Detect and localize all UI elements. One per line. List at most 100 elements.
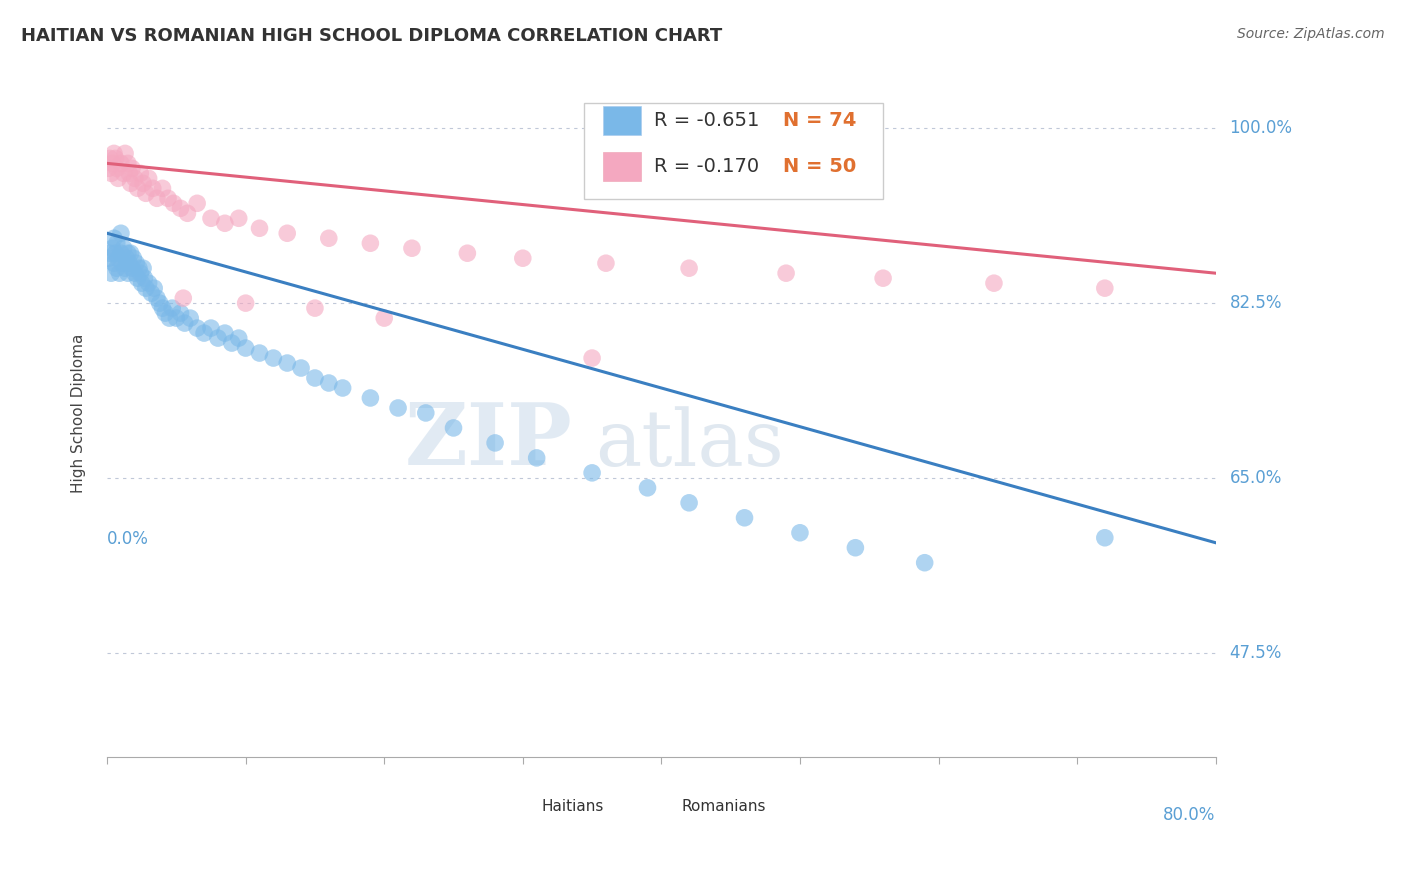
Point <box>138 171 160 186</box>
Point <box>200 211 222 226</box>
Point <box>105 161 128 176</box>
Point <box>789 525 811 540</box>
Point <box>152 301 174 315</box>
Point <box>143 281 166 295</box>
Point <box>318 231 340 245</box>
Point <box>131 276 153 290</box>
Text: R = -0.651: R = -0.651 <box>654 112 759 130</box>
Text: atlas: atlas <box>595 406 783 482</box>
Bar <box>651 796 675 817</box>
Point <box>121 161 143 176</box>
Point <box>235 296 257 310</box>
Point <box>107 251 129 265</box>
Point <box>104 246 127 260</box>
Point <box>146 291 169 305</box>
Y-axis label: High School Diploma: High School Diploma <box>72 334 86 492</box>
Point <box>581 466 603 480</box>
Bar <box>603 106 641 136</box>
Point <box>105 261 128 276</box>
Point <box>152 181 174 195</box>
Point <box>595 256 617 270</box>
Point <box>249 346 271 360</box>
Point <box>107 171 129 186</box>
Point <box>112 241 135 255</box>
Point <box>186 321 208 335</box>
Point <box>97 161 120 176</box>
Text: N = 50: N = 50 <box>783 157 856 176</box>
Point <box>146 191 169 205</box>
Point <box>290 361 312 376</box>
Point <box>214 326 236 340</box>
Point <box>134 271 156 285</box>
Point <box>110 246 132 260</box>
Point <box>262 351 284 365</box>
Point <box>128 261 150 276</box>
Point <box>318 376 340 390</box>
Point <box>149 296 172 310</box>
Point <box>637 481 659 495</box>
Point <box>114 146 136 161</box>
Point <box>118 166 141 180</box>
Point <box>132 177 155 191</box>
Point <box>221 336 243 351</box>
Point <box>186 196 208 211</box>
Point <box>228 331 250 345</box>
Point <box>117 246 139 260</box>
Point <box>120 177 142 191</box>
Point <box>443 421 465 435</box>
Point <box>159 311 181 326</box>
Point <box>678 496 700 510</box>
Point <box>304 371 326 385</box>
Point <box>276 226 298 240</box>
Text: 80.0%: 80.0% <box>1163 805 1216 823</box>
Point <box>484 436 506 450</box>
Point <box>172 291 194 305</box>
Point <box>304 301 326 315</box>
Point <box>387 401 409 415</box>
Text: Romanians: Romanians <box>682 799 766 814</box>
Point <box>105 236 128 251</box>
Text: R = -0.170: R = -0.170 <box>654 157 759 176</box>
Point <box>111 256 134 270</box>
Text: 0.0%: 0.0% <box>107 530 149 548</box>
Point <box>1094 281 1116 295</box>
Point <box>117 266 139 280</box>
Point <box>456 246 478 260</box>
Point <box>678 261 700 276</box>
Point <box>228 211 250 226</box>
Point <box>127 181 149 195</box>
Point <box>844 541 866 555</box>
Point <box>1094 531 1116 545</box>
Point <box>138 276 160 290</box>
Point <box>125 256 148 270</box>
Point <box>373 311 395 326</box>
Point <box>581 351 603 365</box>
Point <box>124 266 146 280</box>
Point <box>101 156 124 170</box>
Text: Haitians: Haitians <box>541 799 605 814</box>
Point <box>235 341 257 355</box>
Text: 100.0%: 100.0% <box>1230 120 1292 137</box>
Point <box>734 510 756 524</box>
Point <box>121 261 143 276</box>
Point <box>249 221 271 235</box>
Point <box>162 196 184 211</box>
Text: 82.5%: 82.5% <box>1230 294 1282 312</box>
Point <box>118 256 141 270</box>
Point <box>173 316 195 330</box>
Point <box>160 301 183 315</box>
Point <box>100 166 122 180</box>
Point <box>179 311 201 326</box>
Point <box>169 306 191 320</box>
Text: HAITIAN VS ROMANIAN HIGH SCHOOL DIPLOMA CORRELATION CHART: HAITIAN VS ROMANIAN HIGH SCHOOL DIPLOMA … <box>21 27 723 45</box>
Point <box>512 251 534 265</box>
Point <box>127 271 149 285</box>
Point <box>526 450 548 465</box>
Text: 47.5%: 47.5% <box>1230 643 1282 662</box>
FancyBboxPatch shape <box>583 103 883 200</box>
Point <box>115 251 138 265</box>
Point <box>103 146 125 161</box>
Point <box>775 266 797 280</box>
Bar <box>512 796 536 817</box>
Text: ZIP: ZIP <box>405 399 572 483</box>
